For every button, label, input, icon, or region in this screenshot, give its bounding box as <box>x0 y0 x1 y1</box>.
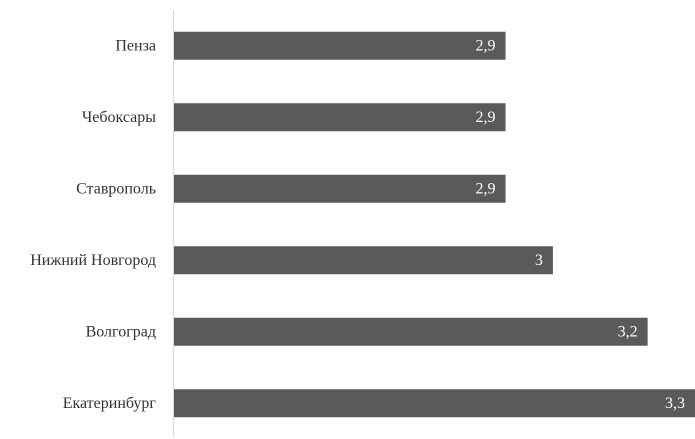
bar <box>174 389 695 418</box>
bar <box>174 246 553 275</box>
value-label: 2,9 <box>476 180 496 197</box>
category-label: Чебоксары <box>82 109 156 126</box>
category-labels-group: Пенза Чебоксары Ставрополь Нижний Новгород В… <box>30 37 156 412</box>
bar <box>174 317 648 346</box>
bar <box>174 31 506 60</box>
value-label: 3,2 <box>618 323 638 340</box>
value-label: 2,9 <box>476 37 496 54</box>
category-label: Ставрополь <box>76 180 156 197</box>
category-label: Пенза <box>115 37 156 54</box>
bar <box>174 174 506 203</box>
category-label: Волгоград <box>86 323 156 340</box>
value-label: 2,9 <box>476 109 496 126</box>
bars-group <box>174 31 695 418</box>
value-labels-group: 2,9 2,9 2,9 3 3,2 3,3 <box>476 37 685 412</box>
category-label: Екатеринбург <box>63 395 157 412</box>
bar <box>174 103 506 132</box>
category-label: Нижний Новгород <box>30 252 156 269</box>
value-label: 3 <box>535 252 543 269</box>
value-label: 3,3 <box>665 395 685 412</box>
